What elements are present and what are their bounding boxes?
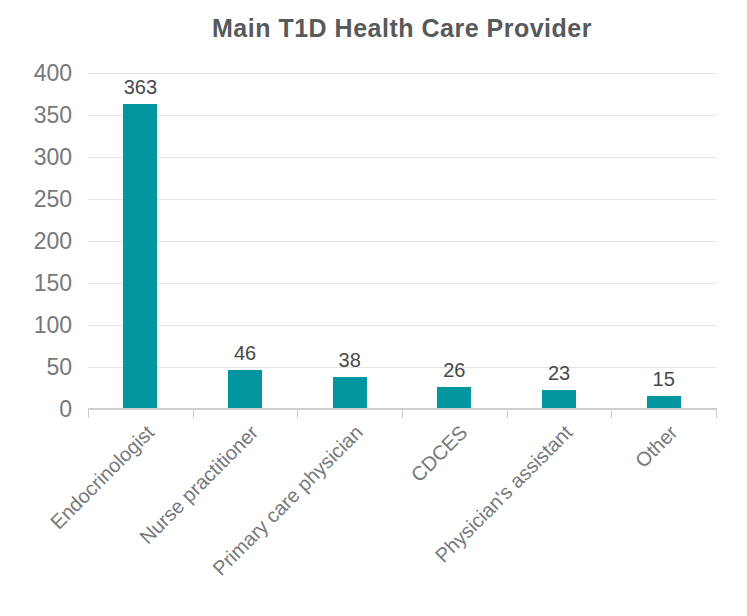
y-tick-label: 400	[0, 60, 72, 86]
gridline	[88, 73, 716, 74]
bar-value-label: 15	[614, 368, 714, 391]
y-tick-label: 250	[0, 186, 72, 212]
x-axis-tick	[297, 408, 298, 418]
y-tick-label: 200	[0, 228, 72, 254]
x-tick-label: Endocrinologist	[46, 421, 159, 534]
bar	[123, 104, 157, 409]
gridline	[88, 115, 716, 116]
bar	[333, 377, 367, 409]
gridline	[88, 283, 716, 284]
x-axis-tick	[507, 408, 508, 418]
x-axis-tick	[402, 408, 403, 418]
bar-value-label: 38	[300, 349, 400, 372]
bar-value-label: 23	[509, 362, 609, 385]
bar	[437, 387, 471, 409]
x-tick-label: Other	[630, 421, 682, 473]
bar-chart: Main T1D Health Care Provider 400 350 300 2…	[0, 0, 747, 616]
y-axis-tick-labels: 400350300250200150100500	[0, 73, 72, 413]
x-axis-tick-labels: EndocrinologistNurse practitionerPrimary…	[88, 421, 716, 616]
y-tick-label: 150	[0, 270, 72, 296]
y-tick-label: 50	[0, 354, 72, 380]
y-tick-label: 350	[0, 102, 72, 128]
x-axis-tick	[611, 408, 612, 418]
x-axis-tick	[193, 408, 194, 418]
x-axis-tick	[88, 408, 89, 418]
gridline	[88, 241, 716, 242]
gridline	[88, 199, 716, 200]
y-tick-label: 100	[0, 312, 72, 338]
gridline	[88, 325, 716, 326]
chart-title: Main T1D Health Care Provider	[88, 14, 716, 43]
bar	[228, 370, 262, 409]
bar-value-label: 26	[404, 359, 504, 382]
x-tick-label: CDCES	[407, 421, 473, 487]
gridline	[88, 157, 716, 158]
bar-value-label: 363	[90, 76, 190, 99]
x-axis-tick	[716, 408, 717, 418]
plot-area: 363 4638262315	[88, 73, 716, 409]
bar-value-label: 46	[195, 342, 295, 365]
y-tick-label: 0	[0, 396, 72, 422]
bar	[542, 390, 576, 409]
y-tick-label: 300	[0, 144, 72, 170]
